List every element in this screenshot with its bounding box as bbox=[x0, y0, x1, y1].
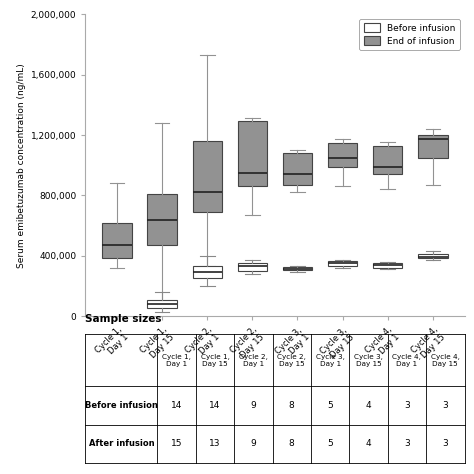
Text: 3: 3 bbox=[442, 401, 448, 410]
Text: 8: 8 bbox=[289, 401, 295, 410]
PathPatch shape bbox=[192, 141, 222, 212]
Text: 8: 8 bbox=[289, 439, 295, 448]
Text: 4: 4 bbox=[366, 439, 371, 448]
Text: 5: 5 bbox=[327, 439, 333, 448]
Text: 14: 14 bbox=[171, 401, 182, 410]
PathPatch shape bbox=[237, 264, 267, 271]
Text: Cycle 1,
Day 1: Cycle 1, Day 1 bbox=[162, 354, 191, 367]
Y-axis label: Serum emibetuzumab concentration (ng/mL): Serum emibetuzumab concentration (ng/mL) bbox=[18, 63, 27, 268]
Text: Cycle 3,
Day 15: Cycle 3, Day 15 bbox=[354, 354, 383, 367]
PathPatch shape bbox=[283, 153, 312, 185]
PathPatch shape bbox=[418, 254, 447, 258]
PathPatch shape bbox=[373, 146, 402, 174]
Text: Cycle 1,
Day 15: Cycle 1, Day 15 bbox=[201, 354, 229, 367]
Text: Before infusion: Before infusion bbox=[85, 401, 158, 410]
Text: Cycle 2,
Day 15: Cycle 2, Day 15 bbox=[277, 354, 306, 367]
PathPatch shape bbox=[373, 263, 402, 268]
PathPatch shape bbox=[418, 135, 447, 158]
Text: 9: 9 bbox=[250, 439, 256, 448]
Text: 3: 3 bbox=[442, 439, 448, 448]
PathPatch shape bbox=[102, 223, 132, 258]
Text: 5: 5 bbox=[327, 401, 333, 410]
Text: 4: 4 bbox=[366, 401, 371, 410]
PathPatch shape bbox=[147, 301, 177, 308]
Text: Cycle 4,
Day 1: Cycle 4, Day 1 bbox=[392, 354, 421, 367]
Text: 9: 9 bbox=[250, 401, 256, 410]
Text: After infusion: After infusion bbox=[89, 439, 154, 448]
Legend: Before infusion, End of infusion: Before infusion, End of infusion bbox=[359, 19, 460, 50]
PathPatch shape bbox=[237, 121, 267, 186]
Text: 14: 14 bbox=[210, 401, 220, 410]
Text: 13: 13 bbox=[209, 439, 221, 448]
Text: 15: 15 bbox=[171, 439, 182, 448]
Text: 3: 3 bbox=[404, 439, 410, 448]
PathPatch shape bbox=[283, 267, 312, 270]
Text: Cycle 2,
Day 1: Cycle 2, Day 1 bbox=[239, 354, 268, 367]
Text: Cycle 3,
Day 1: Cycle 3, Day 1 bbox=[316, 354, 345, 367]
PathPatch shape bbox=[328, 261, 357, 265]
Text: Sample sizes: Sample sizes bbox=[85, 314, 162, 325]
PathPatch shape bbox=[192, 265, 222, 278]
Text: 3: 3 bbox=[404, 401, 410, 410]
PathPatch shape bbox=[147, 194, 177, 245]
Text: Cycle 4,
Day 15: Cycle 4, Day 15 bbox=[431, 354, 460, 367]
PathPatch shape bbox=[328, 143, 357, 167]
